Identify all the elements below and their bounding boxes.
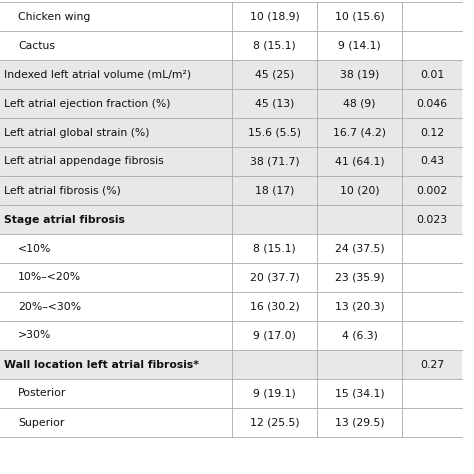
Bar xyxy=(0,292,462,321)
Bar xyxy=(0,176,462,205)
Text: 0.12: 0.12 xyxy=(420,128,444,137)
Text: Stage atrial fibrosis: Stage atrial fibrosis xyxy=(4,215,125,225)
Text: Left atrial ejection fraction (%): Left atrial ejection fraction (%) xyxy=(4,99,171,109)
Text: <10%: <10% xyxy=(18,244,51,254)
Text: 20 (37.7): 20 (37.7) xyxy=(250,273,300,283)
Bar xyxy=(0,379,462,408)
Bar xyxy=(0,147,462,176)
Text: 38 (19): 38 (19) xyxy=(340,70,379,80)
Text: 15.6 (5.5): 15.6 (5.5) xyxy=(248,128,301,137)
Text: 18 (17): 18 (17) xyxy=(255,185,294,195)
Text: Posterior: Posterior xyxy=(18,389,66,399)
Text: 23 (35.9): 23 (35.9) xyxy=(335,273,384,283)
Text: Left atrial fibrosis (%): Left atrial fibrosis (%) xyxy=(4,185,121,195)
Text: 4 (6.3): 4 (6.3) xyxy=(342,330,377,340)
Text: 10 (15.6): 10 (15.6) xyxy=(335,11,384,21)
Text: 16 (30.2): 16 (30.2) xyxy=(250,301,300,311)
Bar xyxy=(0,89,462,118)
Text: 8 (15.1): 8 (15.1) xyxy=(253,40,296,51)
Bar xyxy=(0,31,462,60)
Text: Superior: Superior xyxy=(18,418,64,428)
Text: Left atrial global strain (%): Left atrial global strain (%) xyxy=(4,128,149,137)
Text: 20%–<30%: 20%–<30% xyxy=(18,301,81,311)
Bar xyxy=(0,234,462,263)
Bar xyxy=(0,408,462,437)
Bar xyxy=(0,118,462,147)
Text: Wall location left atrial fibrosis*: Wall location left atrial fibrosis* xyxy=(4,359,199,370)
Bar xyxy=(0,60,462,89)
Text: 10%–<20%: 10%–<20% xyxy=(18,273,81,283)
Text: 13 (29.5): 13 (29.5) xyxy=(335,418,384,428)
Text: 41 (64.1): 41 (64.1) xyxy=(335,156,384,166)
Text: 9 (19.1): 9 (19.1) xyxy=(253,389,296,399)
Text: 9 (14.1): 9 (14.1) xyxy=(338,40,381,51)
Text: 0.002: 0.002 xyxy=(416,185,447,195)
Text: 38 (71.7): 38 (71.7) xyxy=(250,156,299,166)
Text: Cactus: Cactus xyxy=(18,40,55,51)
Text: 15 (34.1): 15 (34.1) xyxy=(335,389,384,399)
Text: 10 (20): 10 (20) xyxy=(340,185,379,195)
Text: 16.7 (4.2): 16.7 (4.2) xyxy=(333,128,386,137)
Bar xyxy=(0,321,462,350)
Text: Left atrial appendage fibrosis: Left atrial appendage fibrosis xyxy=(4,156,164,166)
Text: Chicken wing: Chicken wing xyxy=(18,11,91,21)
Text: >30%: >30% xyxy=(18,330,51,340)
Text: 45 (25): 45 (25) xyxy=(255,70,294,80)
Text: 24 (37.5): 24 (37.5) xyxy=(335,244,384,254)
Text: 0.27: 0.27 xyxy=(420,359,444,370)
Text: 12 (25.5): 12 (25.5) xyxy=(250,418,299,428)
Text: 10 (18.9): 10 (18.9) xyxy=(250,11,300,21)
Bar xyxy=(0,350,462,379)
Bar xyxy=(0,263,462,292)
Text: 0.023: 0.023 xyxy=(417,215,447,225)
Bar xyxy=(0,205,462,234)
Text: 9 (17.0): 9 (17.0) xyxy=(253,330,296,340)
Text: Indexed left atrial volume (mL/m²): Indexed left atrial volume (mL/m²) xyxy=(4,70,191,80)
Text: 0.01: 0.01 xyxy=(420,70,444,80)
Text: 8 (15.1): 8 (15.1) xyxy=(253,244,296,254)
Text: 0.43: 0.43 xyxy=(420,156,444,166)
Bar xyxy=(0,2,462,31)
Text: 48 (9): 48 (9) xyxy=(343,99,376,109)
Text: 0.046: 0.046 xyxy=(417,99,447,109)
Text: 13 (20.3): 13 (20.3) xyxy=(335,301,384,311)
Text: 45 (13): 45 (13) xyxy=(255,99,294,109)
